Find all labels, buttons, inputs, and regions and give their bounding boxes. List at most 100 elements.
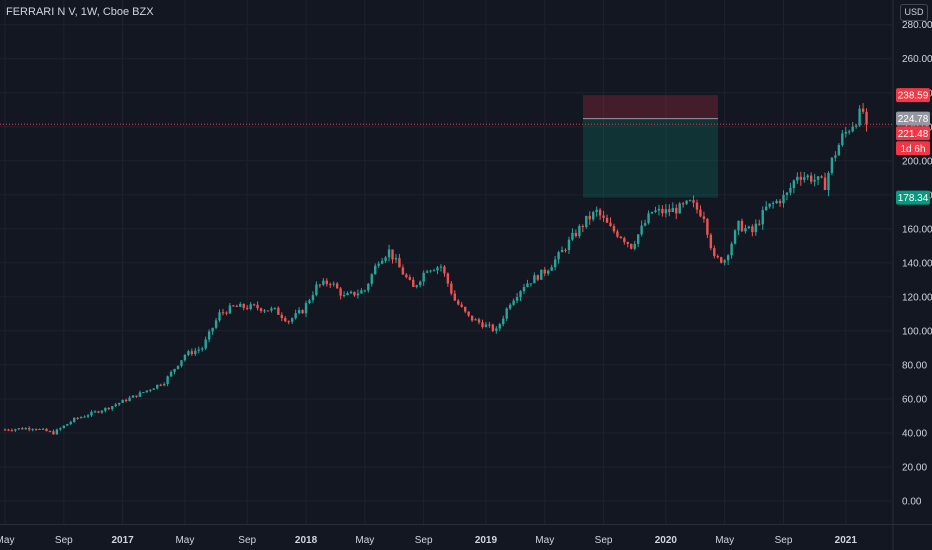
candle-body — [138, 392, 142, 397]
candle-body — [52, 431, 55, 435]
candle-body — [650, 212, 654, 214]
candle-body — [681, 203, 685, 205]
candle-body — [24, 428, 27, 430]
candle-body — [180, 360, 183, 366]
time-tick-label: Sep — [415, 535, 433, 546]
candle-body — [38, 428, 41, 430]
position-tool[interactable] — [583, 95, 718, 198]
candle-body — [792, 180, 796, 188]
candle-body — [218, 312, 221, 321]
candle-body — [457, 300, 460, 305]
candle-body — [69, 421, 72, 425]
candle-body — [668, 209, 671, 213]
candle-body — [799, 176, 802, 180]
candle-body — [605, 217, 609, 223]
candle-body — [841, 133, 844, 146]
candle-body — [436, 267, 439, 271]
candle-body — [297, 310, 301, 314]
candle-body — [626, 242, 629, 244]
candle-body — [90, 411, 93, 416]
candle-body — [713, 248, 716, 257]
time-tick-label: 2018 — [295, 535, 318, 546]
candle-body — [526, 283, 529, 287]
candle-body — [176, 365, 180, 369]
candle-body — [543, 269, 546, 274]
candle-body — [311, 295, 315, 301]
candle-body — [675, 208, 678, 214]
time-tick-label: 2019 — [475, 535, 498, 546]
currency-button[interactable]: USD — [900, 4, 928, 21]
candle-body — [290, 318, 294, 322]
last-price-tag-label: 221.48 — [898, 129, 929, 140]
candle-body — [249, 304, 252, 309]
candle-body — [560, 249, 564, 253]
candle-body — [813, 179, 816, 182]
price-tick-label: 140.00 — [902, 258, 932, 269]
candle-body — [332, 283, 335, 285]
target-price-tag-label: 238.59 — [898, 91, 929, 102]
time-axis[interactable]: May Sep 2017 May Sep 2018 May Sep 2019 May Sep 2020… — [0, 535, 857, 546]
price-tick-label: 40.00 — [902, 428, 927, 439]
candle-body — [415, 285, 418, 288]
candle-body — [211, 327, 214, 332]
price-tick-label: 60.00 — [902, 394, 927, 405]
candle-body — [733, 230, 737, 244]
candle-body — [716, 256, 719, 258]
candle-body — [152, 388, 155, 390]
candle-body — [446, 273, 450, 284]
candle-body — [848, 131, 851, 133]
candle-body — [612, 226, 616, 232]
candle-body — [498, 324, 501, 329]
candle-body — [515, 297, 519, 301]
candle-body — [834, 155, 837, 158]
candle-body — [474, 319, 477, 321]
candle-body — [571, 233, 574, 240]
price-tick-label: 0.00 — [902, 497, 922, 508]
candle-body — [636, 234, 640, 244]
candle-body — [239, 303, 242, 307]
candle-body — [266, 310, 270, 312]
candle-body — [131, 395, 135, 398]
time-tick-label: May — [535, 535, 554, 546]
candle-body — [315, 284, 318, 296]
candle-body — [41, 428, 45, 430]
candle-body — [529, 283, 533, 285]
candle-body — [816, 176, 820, 180]
candle-body — [688, 200, 692, 202]
candle-body — [481, 322, 484, 328]
candle-body — [242, 303, 245, 308]
candle-body — [771, 203, 775, 205]
candle-body — [270, 308, 273, 311]
candle-body — [304, 302, 308, 314]
candle-body — [830, 157, 834, 174]
candle-body — [280, 314, 283, 319]
candle-body — [643, 223, 647, 226]
candle-body — [699, 209, 702, 217]
candle-body — [405, 274, 408, 278]
time-tick-label: May — [175, 535, 194, 546]
candle-body — [557, 252, 560, 260]
candle-body — [62, 425, 66, 429]
candle-body — [79, 417, 83, 419]
candle-body — [595, 209, 598, 213]
time-tick-label: May — [715, 535, 734, 546]
candle-body — [602, 215, 605, 218]
candle-body — [574, 233, 578, 237]
candle-body — [751, 226, 754, 233]
candle-body — [578, 225, 581, 237]
candle-body — [284, 318, 287, 322]
candle-body — [865, 111, 868, 125]
candle-body — [809, 175, 813, 182]
candle-body — [806, 175, 809, 178]
time-tick-label: 2020 — [655, 535, 678, 546]
candle-body — [609, 222, 612, 227]
candle-body — [598, 209, 602, 216]
candle-body — [823, 177, 827, 191]
candle-body — [187, 351, 190, 356]
candle-body — [858, 108, 861, 126]
candle-body — [10, 430, 14, 432]
candle-body — [156, 384, 159, 389]
time-tick-label: Sep — [595, 535, 613, 546]
candle-body — [360, 290, 363, 294]
